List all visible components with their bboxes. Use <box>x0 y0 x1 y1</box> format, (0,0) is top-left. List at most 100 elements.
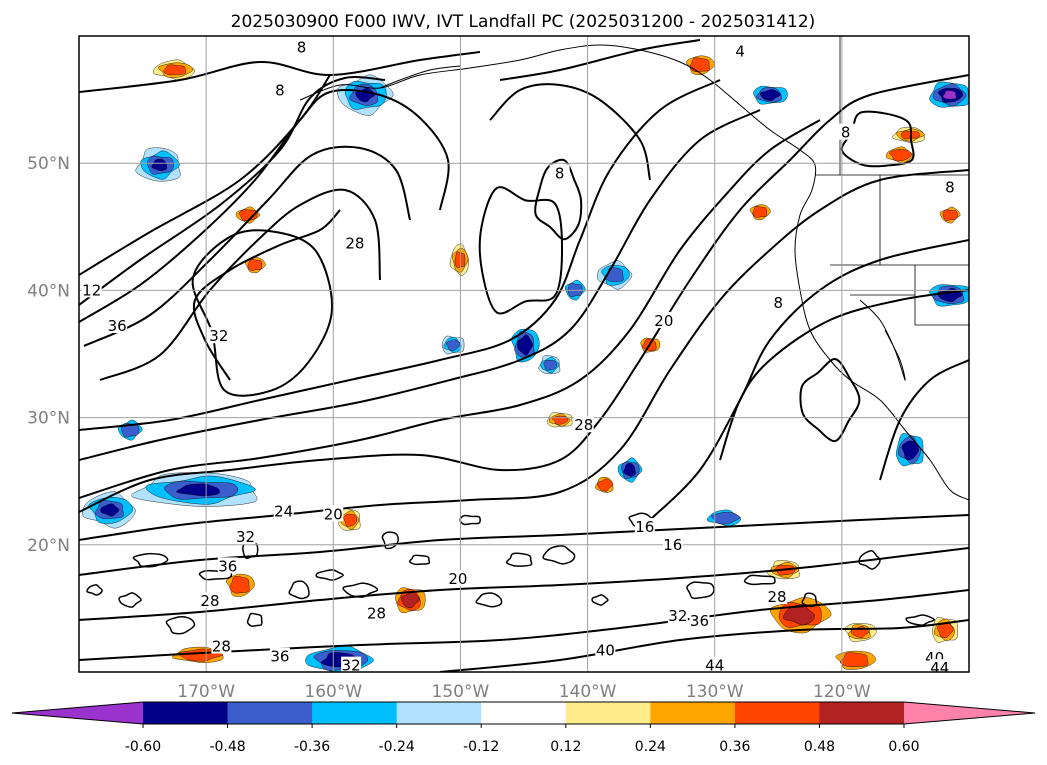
anomaly-blob-18-3 <box>100 503 120 517</box>
contour-label-9: 36 <box>108 317 127 335</box>
contour-label-bg-26 <box>689 612 710 629</box>
contour-line-10 <box>79 79 721 431</box>
contour-line-0 <box>79 51 481 93</box>
y-tick-0: 20°N <box>27 536 70 556</box>
coastline-2 <box>379 65 461 89</box>
colorbar-bin-9 <box>819 702 905 724</box>
anomaly-blob-22-2 <box>343 513 358 527</box>
contour-label-0: 8 <box>275 82 285 100</box>
contour-label-27: 28 <box>767 588 786 606</box>
contour-label-bg-4 <box>835 123 856 140</box>
contour-line-8 <box>79 119 821 499</box>
contour-label-bg-31 <box>929 659 950 672</box>
colorbar-bin-1 <box>143 702 229 724</box>
contour-label-bg-2 <box>730 42 751 59</box>
contour-fragment-16 <box>801 592 818 608</box>
contour-line-6 <box>192 209 341 381</box>
x-tick-3: 140°W <box>559 682 617 702</box>
map-frame <box>78 35 970 673</box>
contour-label-19: 36 <box>270 648 289 666</box>
colorbar-bin-6 <box>565 702 651 724</box>
contour-fragment-22 <box>475 592 503 608</box>
colorbar-bin-5 <box>481 702 567 724</box>
contour-label-bg-3 <box>549 164 570 181</box>
colorbar-tick-2: -0.36 <box>294 739 330 755</box>
contour-ring-1 <box>478 186 564 315</box>
gridlines <box>79 36 969 672</box>
contour-label-3: 8 <box>555 164 565 182</box>
contour-label-20: 32 <box>342 657 361 675</box>
contour-label-12: 28 <box>574 416 593 434</box>
contour-label-bg-19 <box>269 647 290 664</box>
colorbar-bin-8 <box>734 702 821 724</box>
x-tick-labels: 170°W 160°W 150°W 140°W 130°W 120°W <box>177 682 871 702</box>
contour-label-7: 28 <box>345 234 364 252</box>
contour-fragment-15 <box>743 574 776 586</box>
contour-label-11: 20 <box>654 312 673 330</box>
anomaly-blob-0-3 <box>151 158 168 172</box>
contour-label-bg-23 <box>634 517 655 534</box>
anomaly-blob-25-2 <box>783 604 815 626</box>
colorbar-tick-0: -0.60 <box>125 739 161 755</box>
contour-line-20 <box>489 83 651 181</box>
contour-ring-3 <box>534 158 583 241</box>
contour-label-23: 16 <box>635 518 654 536</box>
colorbar-extend-high <box>904 702 1035 724</box>
contour-label-bg-15 <box>235 528 256 545</box>
anomaly-blob-21-2 <box>400 592 420 609</box>
contour-fragment-18 <box>905 614 935 626</box>
colorbar-tick-5: 0.12 <box>550 739 581 755</box>
contour-label-bg-7 <box>344 234 365 251</box>
colorbar-bin-7 <box>650 702 736 724</box>
contour-label-bg-14 <box>323 505 344 522</box>
contour-label-bg-5 <box>939 178 960 195</box>
contour-label-29: 44 <box>705 657 724 675</box>
contour-label-31: 44 <box>930 659 949 677</box>
x-tick-4: 130°W <box>686 682 744 702</box>
contour-label-14: 20 <box>324 505 343 523</box>
iwv-contours <box>79 39 969 672</box>
contour-label-bg-11 <box>653 311 674 328</box>
contour-fragment-11 <box>542 545 576 565</box>
colorbar-tick-6: 0.24 <box>635 739 666 755</box>
contour-label-2: 4 <box>735 42 745 60</box>
anomaly-blob-31-1 <box>752 205 767 218</box>
contour-label-bg-0 <box>269 81 290 98</box>
contour-label-6: 8 <box>774 294 784 312</box>
contour-line-7 <box>79 74 969 513</box>
coastline-0 <box>299 44 969 501</box>
coastlines <box>299 36 969 501</box>
contour-label-21: 28 <box>367 604 386 622</box>
anomaly-blob-14-1 <box>247 259 263 271</box>
colorbar-bin-3 <box>312 702 398 724</box>
contour-label-28: 40 <box>596 641 615 659</box>
anomaly-blob-10-2 <box>446 339 461 351</box>
anomaly-blob-36-1 <box>942 209 958 221</box>
colorbar-tick-3: -0.24 <box>379 739 415 755</box>
y-tick-1: 30°N <box>27 409 70 429</box>
state-borders <box>815 174 969 326</box>
contour-line-16 <box>499 39 701 81</box>
contour-label-bg-6 <box>768 294 789 311</box>
contour-line-11 <box>79 169 969 541</box>
contour-label-bg-1 <box>291 38 312 55</box>
anomaly-blob-9-2 <box>517 334 533 356</box>
anomaly-blob-17-3 <box>176 483 220 497</box>
contour-label-bg-9 <box>107 317 128 334</box>
anomaly-blob-13-1 <box>239 209 258 222</box>
anomaly-blob-30-2 <box>623 463 636 477</box>
contour-fragment-19 <box>132 552 169 568</box>
contour-fragment-6 <box>315 569 344 581</box>
anomaly-blob-4-2 <box>759 89 781 101</box>
contour-label-bg-17 <box>199 591 220 608</box>
contour-label-5: 8 <box>945 178 955 196</box>
contour-label-bg-10 <box>208 327 229 344</box>
colorbar-bin-2 <box>227 702 313 724</box>
contour-label-bg-29 <box>704 656 725 672</box>
anomaly-blob-20-1 <box>229 576 250 594</box>
contour-fragment-0 <box>86 584 103 596</box>
contour-fragment-21 <box>408 554 431 566</box>
contour-label-bg-20 <box>341 656 362 672</box>
x-tick-5: 120°W <box>813 682 871 702</box>
x-tick-2: 150°W <box>432 682 490 702</box>
